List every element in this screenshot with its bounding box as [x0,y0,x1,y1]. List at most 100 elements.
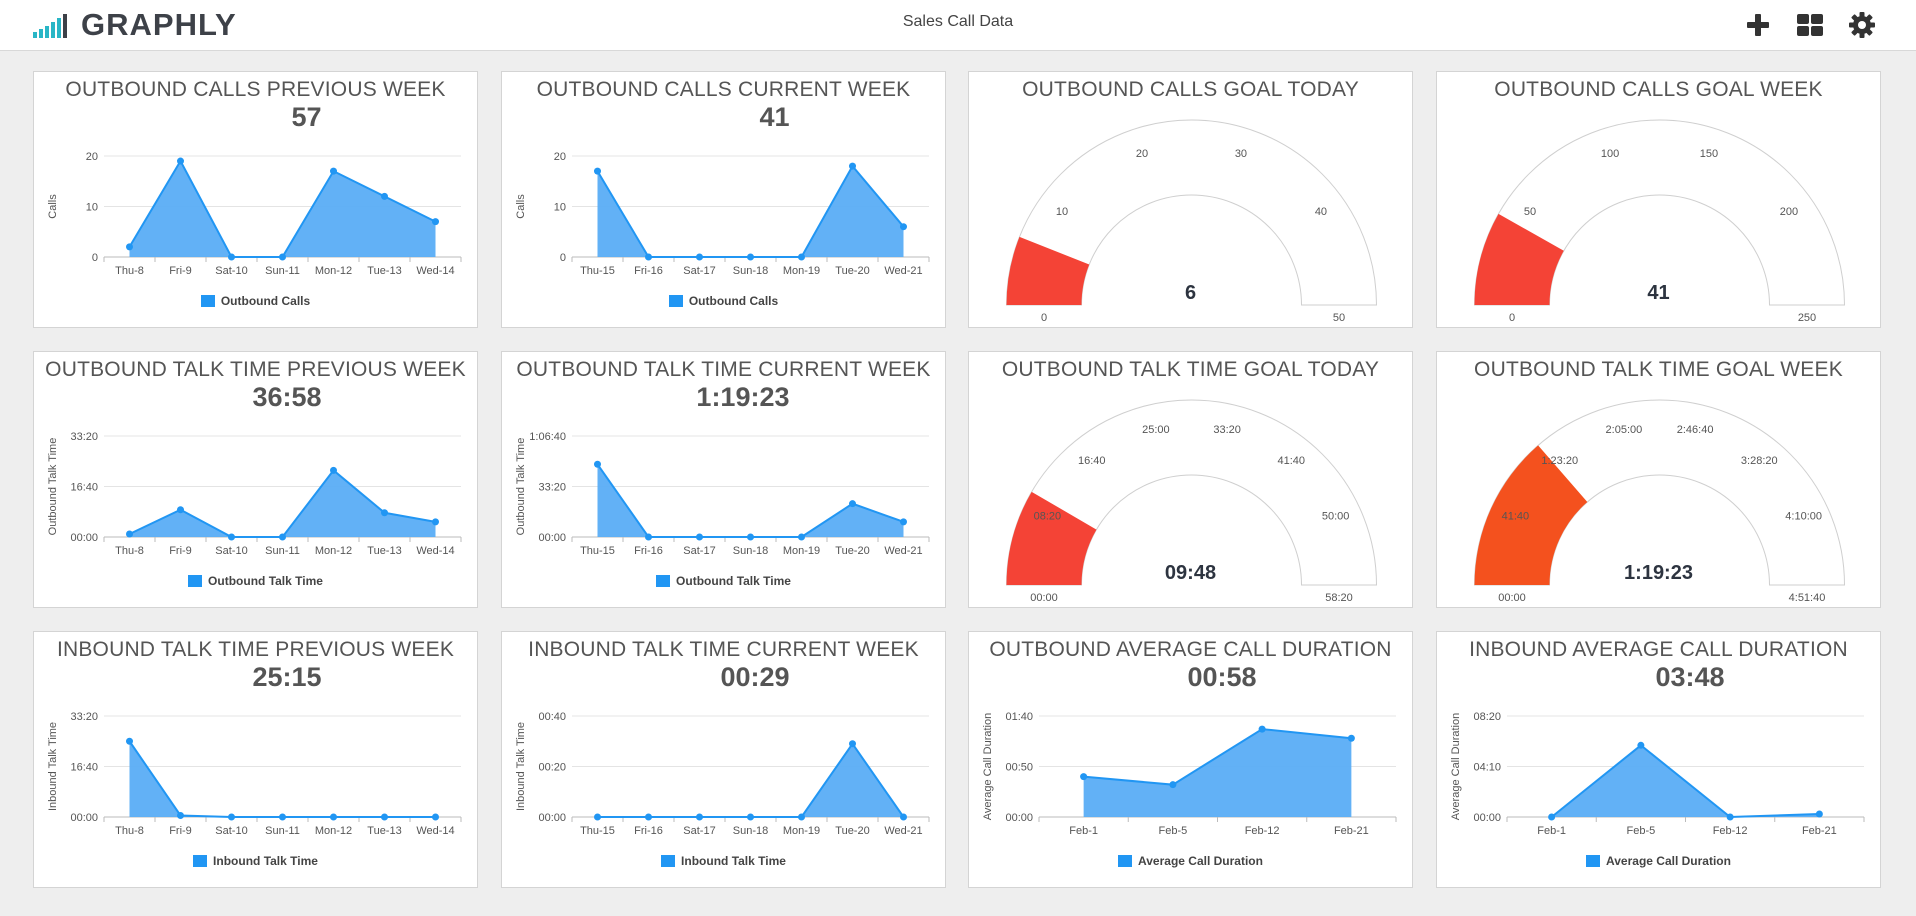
x-tick-label: Fri-9 [169,825,192,837]
panel-title: OUTBOUND TALK TIME GOAL TODAY [1001,358,1380,381]
y-tick-label: 00:00 [538,812,566,824]
y-tick-label: 33:20 [70,711,98,723]
y-axis-label: Calls [515,194,527,219]
area-chart: 00:00 00:50 01:40 Feb-1 Feb-5 Feb-12 Feb-21 Ave… [982,711,1397,837]
chart-legend[interactable]: Outbound Talk Time [502,574,945,588]
data-point [177,506,184,514]
data-point [798,813,805,821]
data-point [645,813,652,821]
gauge-value: 41 [1647,282,1670,304]
data-point [177,811,184,819]
x-tick-label: Fri-16 [634,265,663,277]
x-tick-label: Mon-19 [783,545,820,557]
data-point [126,243,133,251]
panel-outbound-calls-previous-week[interactable]: OUTBOUND CALLS PREVIOUS WEEK 0 10 20 Thu-8 Fr… [33,71,478,328]
chart-legend[interactable]: Inbound Talk Time [502,854,945,868]
panel-outbound-talk-time-current-week[interactable]: OUTBOUND TALK TIME CURRENT WEEK 00:00 33:2… [501,351,946,608]
series-line [1550,744,1820,819]
data-point [1258,725,1266,733]
panel-value: 25:15 [252,662,322,692]
gauge-tick-label: 4:10:00 [1785,511,1822,523]
chart-legend[interactable]: Outbound Talk Time [34,574,477,588]
top-bar: GRAPHLY Sales Call Data [0,0,1916,51]
series-area [597,464,904,537]
gauge-fill [1006,491,1097,585]
panel-outbound-talk-time-goal-today[interactable]: OUTBOUND TALK TIME GOAL TODAY 00:00 08:20 1… [968,351,1413,608]
chart-legend[interactable]: Outbound Calls [34,294,477,308]
data-point [645,253,652,261]
x-tick-label: Feb-1 [1537,825,1566,837]
panel-outbound-calls-goal-week[interactable]: OUTBOUND CALLS GOAL WEEK 0 50 100 150 200 250 4… [1436,71,1881,328]
x-tick-label: Thu-8 [115,825,144,837]
dashboard-grid-icon[interactable] [1796,11,1824,39]
x-tick-label: Sat-10 [215,825,247,837]
x-tick-label: Fri-16 [634,545,663,557]
panel-inbound-average-call-duration[interactable]: INBOUND AVERAGE CALL DURATION 00:00 04:10 0… [1436,631,1881,888]
data-point [432,518,439,526]
panel-title: OUTBOUND TALK TIME CURRENT WEEK [516,358,931,381]
panel-outbound-average-call-duration[interactable]: OUTBOUND AVERAGE CALL DURATION 00:00 00:50… [968,631,1413,888]
x-tick-label: Fri-16 [634,825,663,837]
chart-legend[interactable]: Outbound Calls [502,294,945,308]
gauge-value: 6 [1184,282,1197,304]
gauge-tick-label: 00:00 [1498,592,1526,604]
gauge-track [1005,399,1378,586]
panel-value: 00:29 [720,662,790,692]
gauge-tick-label: 41:40 [1502,511,1530,523]
gauge-tick-label: 08:20 [1034,511,1062,523]
chart-legend[interactable]: Average Call Duration [1437,854,1880,868]
data-point [330,167,337,175]
gauge-tick-label: 2:46:40 [1677,424,1714,436]
legend-swatch [1586,855,1601,867]
gauge-chart: 00:00 41:40 1:23:20 2:05:00 2:46:40 3:28:20 4:… [1473,399,1846,604]
y-axis-label: Calls [47,194,59,219]
panel-title: OUTBOUND CALLS GOAL TODAY [1022,78,1359,101]
plus-icon[interactable] [1744,11,1772,39]
y-tick-label: 00:40 [538,711,566,723]
panel-value: 57 [291,102,322,132]
gauge-tick-label: 10 [1056,206,1068,218]
panel-inbound-talk-time-current-week[interactable]: INBOUND TALK TIME CURRENT WEEK 00:00 00:20… [501,631,946,888]
x-tick-label: Sun-18 [733,825,768,837]
x-tick-label: Mon-12 [315,825,352,837]
x-tick-label: Feb-21 [1802,825,1837,837]
gauge-tick-label: 16:40 [1078,455,1106,467]
panel-outbound-talk-time-previous-week[interactable]: OUTBOUND TALK TIME PREVIOUS WEEK 00:00 16:… [33,351,478,608]
chart-legend[interactable]: Inbound Talk Time [34,854,477,868]
logo-text: GRAPHLY [81,7,237,42]
panel-inbound-talk-time-previous-week[interactable]: INBOUND TALK TIME PREVIOUS WEEK 00:00 16:4… [33,631,478,888]
gauge-tick-label: 50 [1524,206,1536,218]
x-tick-label: Mon-19 [783,265,820,277]
legend-label: Average Call Duration [1606,854,1731,868]
panel-outbound-talk-time-goal-week[interactable]: OUTBOUND TALK TIME GOAL WEEK 00:00 41:40 1:… [1436,351,1881,608]
legend-swatch [200,295,215,307]
area-chart: 00:00 33:20 1:06:40 Thu-15 Fri-16 Sat-17 Sun-1… [515,431,930,557]
app-logo[interactable]: GRAPHLY [33,7,237,42]
x-tick-label: Sat-10 [215,265,247,277]
chart-legend[interactable]: Average Call Duration [969,854,1412,868]
gear-icon[interactable] [1848,11,1876,39]
x-tick-label: Thu-15 [580,825,615,837]
gauge-tick-label: 3:28:20 [1741,455,1778,467]
data-point [432,813,439,821]
gauge-tick-label: 0 [1509,312,1515,324]
data-point [798,533,805,541]
data-point [381,192,388,200]
data-point [1080,773,1088,781]
data-point [279,813,286,821]
data-point [594,460,601,468]
series-area [129,161,436,257]
legend-label: Outbound Calls [688,294,779,308]
x-tick-label: Tue-20 [835,545,869,557]
y-axis-label: Outbound Talk Time [47,438,59,536]
x-tick-label: Feb-1 [1069,825,1098,837]
gauge-tick-label: 20 [1136,148,1148,160]
data-point [1169,781,1177,789]
x-tick-label: Wed-14 [416,545,454,557]
data-point [747,533,754,541]
legend-swatch [661,855,676,867]
x-tick-label: Feb-5 [1159,825,1188,837]
gauge-tick-label: 250 [1798,312,1816,324]
panel-outbound-calls-current-week[interactable]: OUTBOUND CALLS CURRENT WEEK 0 10 20 Thu-15 Fr… [501,71,946,328]
panel-outbound-calls-goal-today[interactable]: OUTBOUND CALLS GOAL TODAY 0 10 20 30 40 50 6 [968,71,1413,328]
